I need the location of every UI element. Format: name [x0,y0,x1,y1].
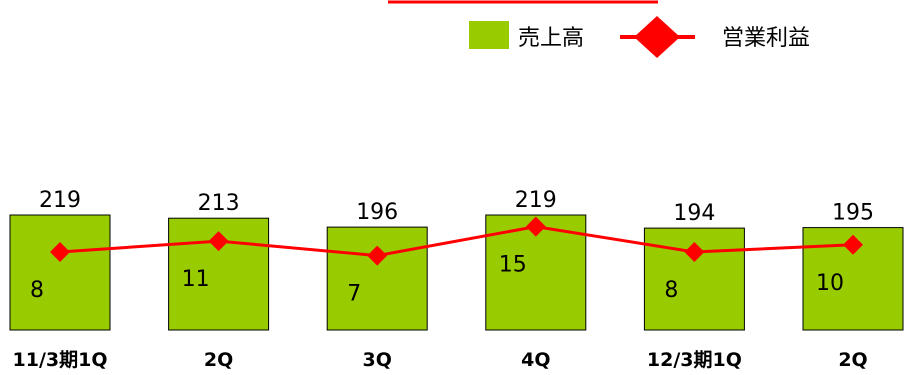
legend-bar-label: 売上高 [518,26,584,51]
line-value-label-0: 8 [30,278,44,303]
line-value-label-3: 15 [499,253,527,278]
profit-marker-1 [208,231,229,252]
bar-value-label-1: 213 [198,191,240,216]
category-label-0: 11/3期1Q [13,349,108,371]
profit-line [59,225,854,258]
category-label-4: 12/3期1Q [647,349,742,371]
line-value-label-1: 11 [182,267,210,292]
bar-0 [9,214,111,331]
profit-marker-2 [367,245,388,266]
bar-value-label-2: 196 [356,200,398,225]
category-label-2: 3Q [363,349,392,371]
line-value-label-5: 10 [816,271,844,296]
category-label-1: 2Q [204,349,233,371]
bar-value-label-0: 219 [39,188,81,213]
line-value-label-4: 8 [664,278,678,303]
legend-bar-swatch [469,21,509,49]
bar-2 [326,226,428,331]
line-value-label-2: 7 [347,282,361,307]
line-series: 8 11 7 15 8 10 [30,216,863,307]
profit-marker-4 [684,242,705,262]
category-axis: 11/3期1Q 2Q 3Q 4Q 12/3期1Q 2Q [13,349,868,371]
bar-value-label-3: 219 [515,188,557,213]
category-label-5: 2Q [838,349,867,371]
bar-value-label-4: 194 [673,201,715,226]
legend-line-marker [634,16,680,58]
legend-line-label: 営業利益 [722,26,810,51]
legend: 売上高 営業利益 [469,16,810,58]
category-label-3: 4Q [521,349,550,371]
bar-series: 219 213 196 219 194 195 [9,188,904,331]
profit-marker-5 [843,234,863,255]
profit-marker-0 [50,242,70,262]
profit-marker-3 [525,216,546,237]
bar-value-label-5: 195 [832,201,874,226]
